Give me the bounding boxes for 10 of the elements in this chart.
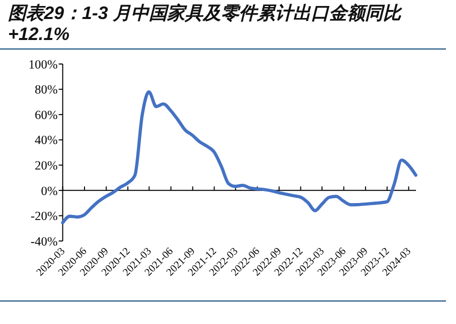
- y-tick-label: 60%: [34, 108, 58, 122]
- y-tick-label: 80%: [34, 82, 58, 97]
- y-tick-label: 100%: [28, 57, 58, 72]
- chart-title: 图表29：1-3 月中国家具及零件累计出口金额同比+12.1%: [8, 3, 404, 45]
- y-tick-label: 20%: [34, 158, 58, 173]
- y-tick-label: 0%: [41, 184, 58, 198]
- y-tick-label: -20%: [30, 209, 58, 224]
- y-tick-label: -40%: [30, 234, 58, 248]
- y-tick-label: 40%: [34, 133, 58, 148]
- line-series: [61, 90, 418, 224]
